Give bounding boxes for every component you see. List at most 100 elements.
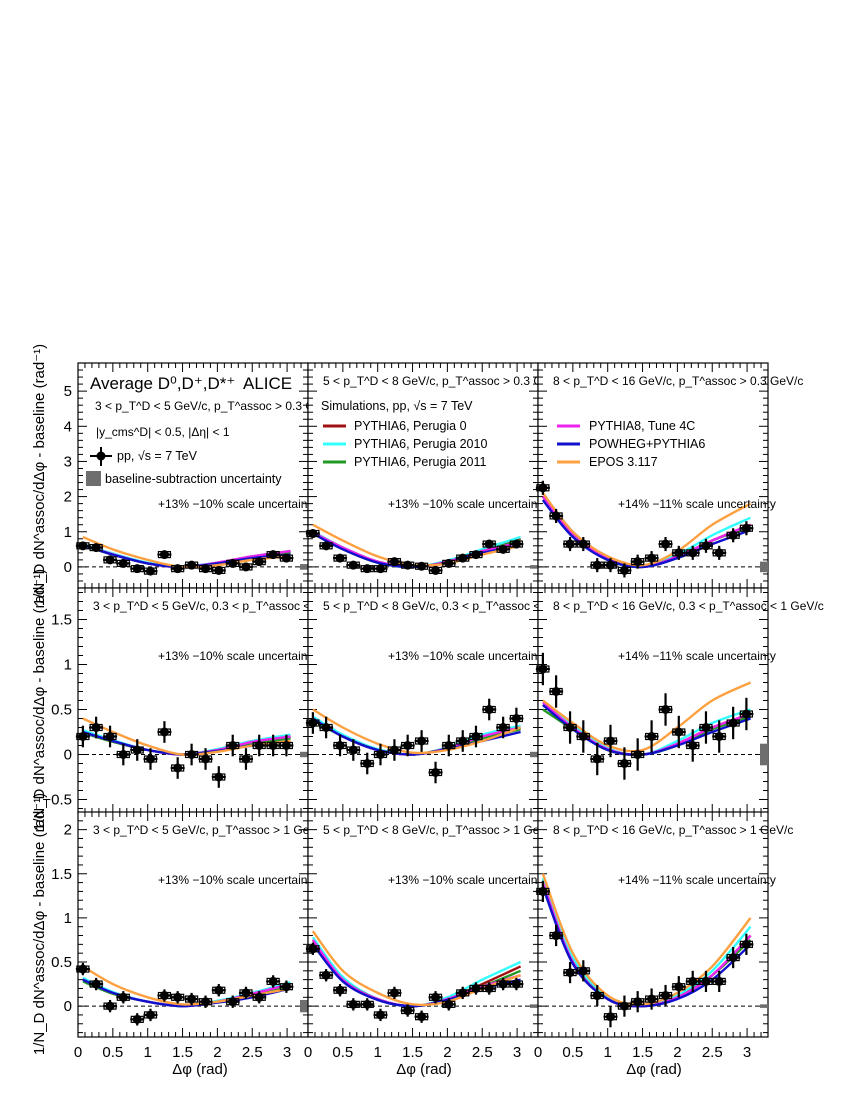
panel-title: 5 < p_T^D < 8 GeV/c, p_T^assoc > 1 GeV/c — [323, 823, 557, 837]
data-point — [431, 768, 441, 777]
data-point — [308, 944, 318, 954]
xlabel-col1: Δφ (rad) — [172, 1061, 228, 1078]
data-point — [538, 664, 548, 674]
data-point — [701, 541, 711, 551]
panel-row2-col1: −0.5 0 0.5 1 1.5 3 < p_T^D < 5 GeV/c, 0.3 < p… — [42, 587, 357, 814]
data-point — [498, 723, 508, 732]
panel-frame — [537, 362, 769, 589]
data-point — [389, 557, 399, 567]
y-tick-label: 3 — [64, 453, 72, 470]
scale-uncertainty-label: +13% −10% scale uncertainty — [158, 649, 317, 663]
y-tick-label: 1 — [64, 657, 72, 674]
panel-frame — [537, 587, 769, 814]
data-point — [538, 483, 548, 493]
data-point — [268, 550, 278, 560]
y-tick-label: 2 — [64, 489, 72, 506]
data-point — [118, 558, 128, 568]
y-tick-label: 0 — [64, 559, 72, 576]
xlabel-col2: Δφ (rad) — [396, 1061, 452, 1078]
data-point — [335, 985, 345, 995]
x-tick-label: 1.5 — [632, 1044, 653, 1061]
data-point — [688, 741, 698, 750]
header-title: Average D⁰,D⁺,D*⁺ — [90, 374, 235, 393]
data-point — [458, 553, 468, 563]
data-point — [173, 763, 183, 773]
y-tick-label: 5 — [64, 383, 72, 400]
data-point — [633, 997, 643, 1007]
data-point — [362, 759, 372, 768]
ylabel-row2: 1/N_D dN^assoc/dΔφ - baseline (rad⁻¹) — [31, 569, 48, 831]
legend-label-powheg: POWHEG+PYTHIA6 — [589, 437, 705, 451]
data-point — [701, 723, 711, 732]
data-point — [241, 988, 251, 998]
data-point — [417, 561, 427, 571]
data-point — [458, 736, 468, 746]
ylabel-row3: 1/N_D dN^assoc/dΔφ - baseline (rad⁻¹) — [31, 793, 48, 1055]
data-point — [674, 727, 684, 737]
data-point — [281, 982, 291, 992]
data-point — [159, 991, 169, 1001]
data-point — [348, 745, 358, 755]
data-point — [241, 562, 251, 572]
x-tick-label: 0 — [534, 1044, 542, 1061]
y-tick-label: 4 — [64, 418, 72, 435]
data-point — [173, 992, 183, 1002]
data-point — [417, 736, 427, 746]
experiment-label: ALICE — [243, 374, 292, 393]
data-point — [511, 979, 521, 989]
data-point — [91, 979, 101, 989]
data-point — [578, 539, 588, 549]
scale-uncertainty-label: +13% −10% scale uncertainty — [388, 873, 547, 887]
scale-uncertainty-label: +13% −10% scale uncertainty — [388, 649, 547, 663]
data-point — [701, 976, 711, 986]
data-point — [362, 564, 372, 574]
panel-row2-col2: 5 < p_T^D < 8 GeV/c, 0.3 < p_T^assoc < 1… — [305, 587, 587, 814]
data-point — [105, 555, 115, 565]
data-point — [132, 1014, 142, 1024]
x-tick-label: 1 — [374, 1044, 382, 1061]
x-tick-label: 0 — [74, 1044, 82, 1061]
data-point — [484, 705, 494, 714]
panel-title: 8 < p_T^D < 16 GeV/c, 0.3 < p_T^assoc < … — [553, 599, 824, 613]
data-point — [403, 1006, 413, 1016]
panel-row1-col3: 8 < p_T^D < 16 GeV/c, p_T^assoc > 0.3 Ge… — [535, 362, 803, 589]
x-tick-label: 2 — [673, 1044, 681, 1061]
y-tick-label: 1 — [64, 524, 72, 541]
data-point — [417, 1012, 427, 1022]
data-point — [444, 741, 454, 750]
y-tick-label: 1.5 — [51, 612, 72, 629]
data-point — [78, 541, 88, 551]
data-point — [78, 732, 88, 741]
data-point — [619, 759, 629, 768]
data-point — [375, 564, 385, 574]
data-point — [187, 750, 197, 759]
model-curve — [542, 681, 752, 753]
data-point — [118, 992, 128, 1002]
data-point — [403, 741, 413, 750]
panel-title: 8 < p_T^D < 16 GeV/c, p_T^assoc > 0.3 Ge… — [553, 374, 803, 388]
data-point — [647, 553, 657, 563]
data-point — [565, 723, 575, 732]
data-point — [78, 964, 88, 974]
data-point — [661, 991, 671, 1001]
data-point — [254, 992, 264, 1002]
data-point — [551, 687, 561, 696]
data-point — [335, 741, 345, 750]
data-point — [268, 976, 278, 986]
y-tick-label: 1 — [64, 910, 72, 927]
data-point — [335, 553, 345, 563]
x-tick-label: 0.5 — [562, 1044, 583, 1061]
model-legend-col1: PYTHIA6, Perugia 0 PYTHIA6, Perugia 2010… — [323, 419, 487, 469]
data-point — [132, 745, 142, 755]
data-point — [661, 539, 671, 549]
y-tick-label: 0 — [64, 998, 72, 1015]
panel-frame — [307, 587, 539, 814]
xlabel-col3: Δφ (rad) — [626, 1061, 682, 1078]
x-tick-label: 3 — [743, 1044, 751, 1061]
data-point — [578, 966, 588, 976]
data-point — [348, 560, 358, 570]
x-tick-label: 1 — [144, 1044, 152, 1061]
y-tick-label: 2 — [64, 822, 72, 839]
panel-title: 3 < p_T^D < 5 GeV/c, p_T^assoc > 0.3 GeV… — [95, 399, 339, 413]
scale-uncertainty-label: +14% −11% scale uncertainty — [618, 873, 776, 887]
